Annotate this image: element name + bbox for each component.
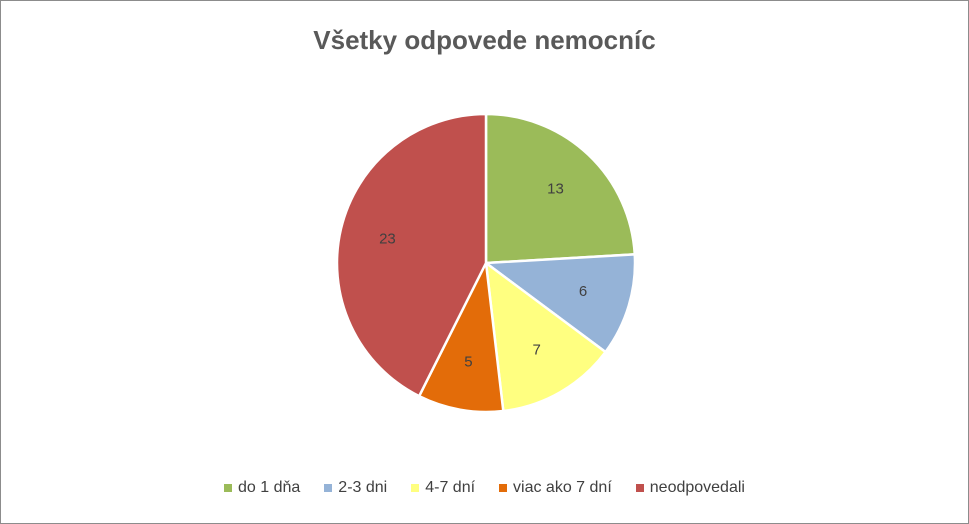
- pie-data-label-2: 6: [579, 283, 587, 300]
- pie-data-label-5: 23: [379, 231, 396, 248]
- pie-slice-5: [335, 112, 488, 398]
- pie-slice-4: [417, 258, 505, 414]
- legend-item-2: 2-3 dni: [324, 479, 387, 497]
- pie-slice-2: [482, 253, 637, 354]
- pie-chart: 13 6 7 5 23: [335, 112, 637, 414]
- pie-data-label-1: 13: [547, 180, 564, 197]
- pie-data-label-4: 5: [464, 354, 472, 371]
- legend-label: do 1 dňa: [238, 479, 301, 496]
- pie-slice-3: [484, 260, 608, 413]
- pie-data-label-3: 7: [532, 342, 540, 359]
- chart-title: Všetky odpovede nemocníc: [313, 25, 656, 55]
- legend-item-4: viac ako 7 dní: [499, 479, 612, 497]
- legend-label: 2-3 dni: [338, 479, 388, 496]
- legend-item-5: neodpovedali: [635, 479, 745, 497]
- legend-swatch: [411, 484, 420, 492]
- legend-swatch: [324, 484, 333, 492]
- pie-slice-1: [484, 112, 637, 265]
- legend-item-1: do 1 dňa: [224, 479, 300, 497]
- legend-swatch: [224, 484, 233, 492]
- legend-swatch: [635, 484, 644, 492]
- chart-legend: do 1 dňa 2-3 dni 4-7 dní viac ako 7 dní neod…: [1, 479, 968, 497]
- legend-label: neodpovedali: [649, 479, 745, 496]
- legend-label: viac ako 7 dní: [513, 479, 612, 496]
- legend-label: 4-7 dní: [425, 479, 476, 496]
- legend-swatch: [499, 484, 508, 492]
- legend-item-3: 4-7 dní: [411, 479, 475, 497]
